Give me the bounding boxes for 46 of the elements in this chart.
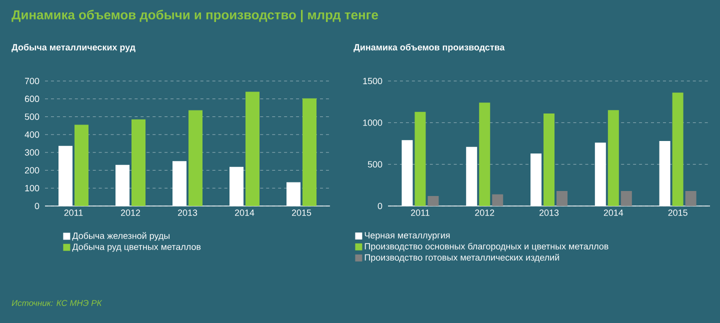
bar xyxy=(414,112,426,206)
bar xyxy=(302,98,317,206)
legend-label: Черная металлургия xyxy=(364,232,450,240)
x-tick-label: 2012 xyxy=(475,210,494,216)
x-tick-label: 2011 xyxy=(64,210,83,216)
bar xyxy=(544,113,555,206)
bar xyxy=(74,124,89,206)
x-tick-label: 2014 xyxy=(234,210,254,216)
y-tick-label: 400 xyxy=(24,131,40,138)
bar xyxy=(556,191,568,206)
x-tick-label: 2015 xyxy=(292,210,312,216)
chart-subtitle: Добыча металлических руд xyxy=(12,44,136,52)
x-tick-label: 2014 xyxy=(604,210,624,216)
x-tick-label: 2011 xyxy=(411,210,430,216)
x-tick-label: 2013 xyxy=(178,210,198,216)
chart-title: Динамика объемов производства xyxy=(354,44,505,52)
bar xyxy=(132,119,146,206)
chart-title: Динамика объемов добычи и производство | млрд тенге xyxy=(12,10,378,22)
bar xyxy=(428,196,439,206)
bar xyxy=(608,110,619,206)
x-tick-label: 2013 xyxy=(539,210,559,216)
y-tick-label: 0 xyxy=(378,202,382,210)
legend-label: Добыча руд цветных металлов xyxy=(72,243,201,252)
legend-label: Производство основных благородных и цветных металлов xyxy=(364,242,608,252)
y-tick-label: 700 xyxy=(24,78,40,84)
x-tick-label: 2012 xyxy=(120,210,140,216)
y-tick-label: 100 xyxy=(25,184,40,192)
y-tick-label: 0 xyxy=(34,202,40,210)
legend-label: Добыча железной руды xyxy=(72,232,170,241)
y-tick-label: 1500 xyxy=(363,78,382,84)
y-tick-label: 500 xyxy=(24,114,40,120)
y-tick-label: 200 xyxy=(24,167,40,174)
bar xyxy=(492,194,504,206)
y-tick-label: 600 xyxy=(24,96,40,102)
legend-label: Производство готовых металлических изделий xyxy=(364,254,560,262)
text: Источник: КС МНЭ РК xyxy=(12,300,102,306)
bar xyxy=(246,92,260,206)
y-tick-label: 1000 xyxy=(363,119,382,126)
y-tick-label: 300 xyxy=(24,149,40,156)
x-tick-label: 2015 xyxy=(668,210,688,216)
bar xyxy=(188,110,203,206)
bar xyxy=(479,102,490,206)
bar xyxy=(672,92,684,206)
bar xyxy=(685,191,696,206)
bar xyxy=(620,191,632,206)
y-tick-label: 500 xyxy=(368,161,382,168)
